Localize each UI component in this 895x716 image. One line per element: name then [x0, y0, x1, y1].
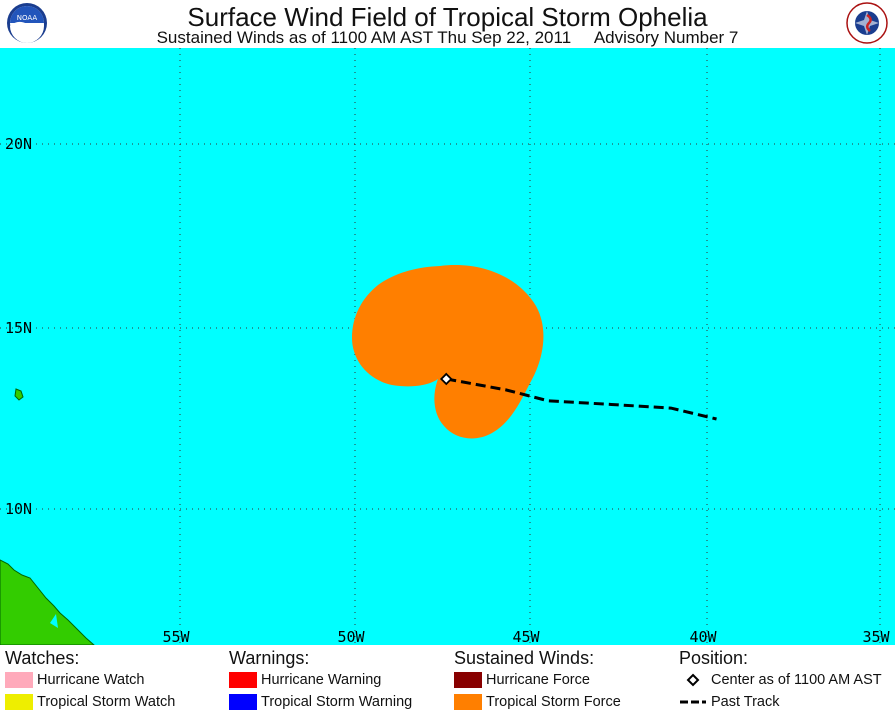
- legend: Watches: Hurricane Watch Tropical Storm …: [0, 645, 895, 716]
- longitude-labels: 55W 50W 45W 40W 35W: [162, 628, 890, 645]
- legend-label: Hurricane Force: [486, 672, 590, 688]
- hurricane-force-swatch: [454, 672, 482, 688]
- legend-winds-heading: Sustained Winds:: [454, 648, 595, 668]
- storm-center-marker: [439, 372, 453, 386]
- lat-label-10n: 10N: [5, 500, 32, 518]
- legend-item-hurricane-warning: Hurricane Warning: [229, 669, 412, 691]
- nws-logo-icon: [846, 2, 888, 44]
- lon-label-50w: 50W: [337, 628, 365, 645]
- legend-warnings: Warnings: Hurricane Warning Tropical Sto…: [229, 647, 412, 713]
- legend-label: Center as of 1100 AM AST: [711, 672, 882, 688]
- tropical-storm-watch-swatch: [5, 694, 33, 710]
- legend-watches-heading: Watches:: [5, 648, 80, 668]
- noaa-logo-icon: NOAA: [7, 3, 47, 43]
- tropical-storm-warning-swatch: [229, 694, 257, 710]
- land-river-mouth: [50, 614, 58, 628]
- legend-item-hurricane-watch: Hurricane Watch: [5, 669, 175, 691]
- legend-position-heading: Position:: [679, 648, 749, 668]
- legend-sustained-winds: Sustained Winds: Hurricane Force Tropica…: [454, 647, 621, 713]
- lon-label-35w: 35W: [862, 628, 890, 645]
- legend-item-past-track: Past Track: [679, 691, 882, 713]
- tropical-storm-force-swatch: [454, 694, 482, 710]
- latitude-labels: 20N 15N 10N: [5, 135, 32, 518]
- legend-label: Tropical Storm Warning: [261, 694, 413, 710]
- legend-item-center: Center as of 1100 AM AST: [679, 669, 882, 691]
- map-subtitle: Sustained Winds as of 1100 AM AST Thu Se…: [156, 28, 739, 47]
- noaa-logo-text: NOAA: [17, 14, 38, 22]
- legend-item-tropical-storm-warning: Tropical Storm Warning: [229, 691, 412, 713]
- legend-label: Past Track: [711, 694, 780, 710]
- lon-label-40w: 40W: [689, 628, 717, 645]
- lat-label-15n: 15N: [5, 319, 32, 337]
- tropical-storm-force-wind-field: [352, 265, 544, 439]
- hurricane-warning-swatch: [229, 672, 257, 688]
- wind-field-map: 20N 15N 10N 55W 50W 45W 40W 35W: [0, 48, 895, 645]
- legend-label: Tropical Storm Watch: [37, 694, 176, 710]
- legend-position: Position: Center as of 1100 AM AST Past …: [679, 647, 882, 713]
- legend-item-tropical-storm-watch: Tropical Storm Watch: [5, 691, 175, 713]
- legend-watches: Watches: Hurricane Watch Tropical Storm …: [5, 647, 175, 713]
- legend-item-hurricane-force: Hurricane Force: [454, 669, 621, 691]
- lon-label-55w: 55W: [162, 628, 190, 645]
- legend-label: Hurricane Warning: [261, 672, 382, 688]
- legend-warnings-heading: Warnings:: [229, 648, 310, 668]
- legend-label: Tropical Storm Force: [486, 694, 621, 710]
- header: NOAA Surface Wind Field of Tropical Stor…: [0, 0, 895, 48]
- legend-item-tropical-storm-force: Tropical Storm Force: [454, 691, 621, 713]
- land-south-america: [0, 559, 95, 645]
- map-title: Surface Wind Field of Tropical Storm Oph…: [187, 2, 708, 32]
- lon-label-45w: 45W: [512, 628, 540, 645]
- land-island: [14, 388, 24, 401]
- lat-label-20n: 20N: [5, 135, 32, 153]
- dashed-line-icon: [680, 700, 706, 704]
- legend-label: Hurricane Watch: [37, 672, 145, 688]
- hurricane-watch-swatch: [5, 672, 33, 688]
- past-track-line: [445, 377, 717, 421]
- diamond-icon: [686, 673, 700, 687]
